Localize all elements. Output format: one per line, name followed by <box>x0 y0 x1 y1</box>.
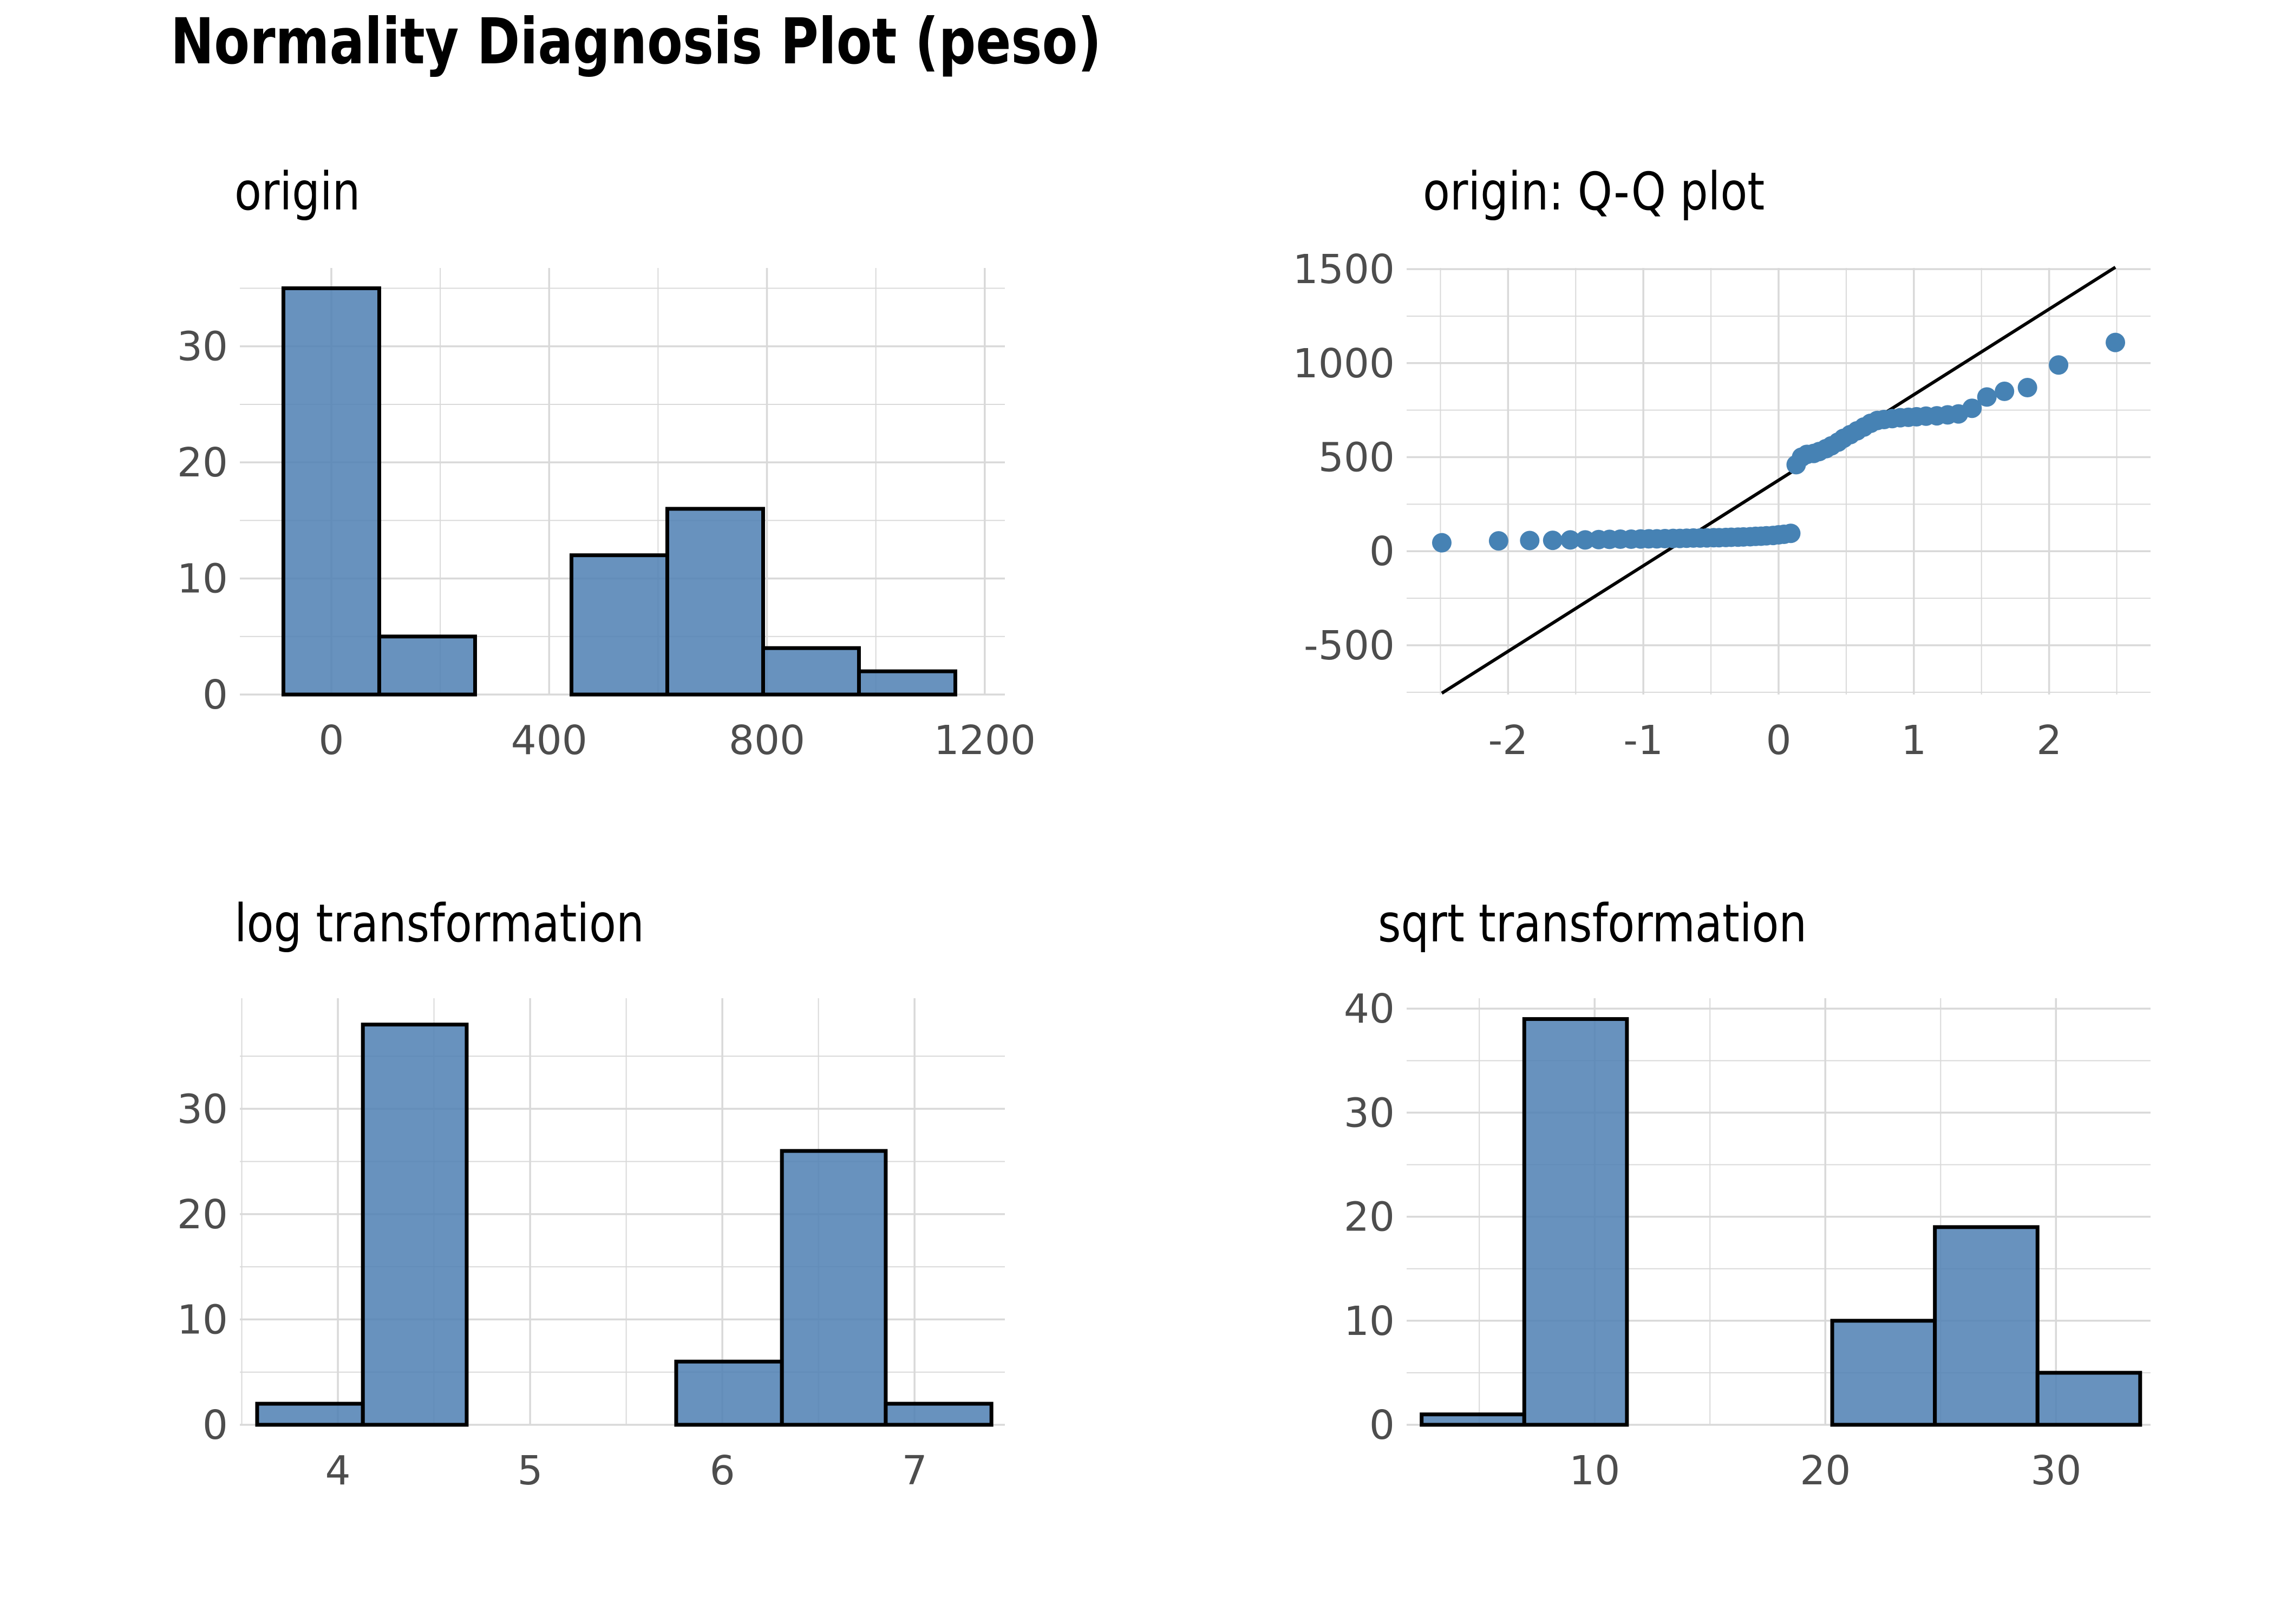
y-tick-label: 10 <box>177 1296 228 1343</box>
histogram-bar <box>857 669 957 697</box>
x-tick-label: 5 <box>518 1448 543 1494</box>
x-tick-label: 0 <box>1766 717 1791 764</box>
histogram-bar <box>361 1023 469 1427</box>
y-tick-label: 10 <box>1344 1298 1395 1345</box>
histogram-bar <box>377 634 477 697</box>
qq-point <box>1962 398 1982 418</box>
panel-title-log: log transformation <box>234 893 644 954</box>
y-tick-label: 0 <box>1369 1402 1395 1449</box>
histogram-bar <box>665 507 765 697</box>
panel-1: -2 -1 0 1 2 -500 0 500 1000 1500 <box>1293 246 2151 764</box>
qq-point <box>1432 533 1452 553</box>
y-tick-label: 40 <box>1344 986 1395 1032</box>
panel-title-sqrt: sqrt transformation <box>1378 893 1807 954</box>
histogram-bar <box>1830 1319 1937 1427</box>
qq-point <box>1995 381 2015 401</box>
x-tick-label: 30 <box>2030 1448 2081 1494</box>
y-tick-label: 1500 <box>1293 246 1395 293</box>
qq-point <box>1977 387 1997 407</box>
x-tick-label: 7 <box>902 1448 927 1494</box>
histogram-bar <box>255 1402 365 1427</box>
qq-point <box>1781 523 1801 543</box>
x-tick-label: 6 <box>710 1448 735 1494</box>
x-tick-label: -1 <box>1623 717 1663 764</box>
qq-point <box>1543 531 1563 551</box>
x-tick-label: 800 <box>729 717 805 764</box>
y-tick-label: -500 <box>1304 623 1395 669</box>
x-tick-label: 1200 <box>934 717 1036 764</box>
histogram-bar <box>884 1402 994 1427</box>
panel-2: 4 5 6 7 0 10 20 30 <box>177 998 1005 1494</box>
panel-0: 0 400 800 1200 0 10 20 30 <box>177 268 1036 764</box>
y-tick-label: 0 <box>202 1402 228 1449</box>
histogram-bar <box>1933 1225 2040 1427</box>
qq-point <box>1575 530 1595 550</box>
y-tick-label: 20 <box>177 440 228 486</box>
y-tick-label: 30 <box>177 324 228 370</box>
qq-point <box>2049 355 2069 375</box>
y-tick-label: 0 <box>1369 528 1395 575</box>
histogram-bar <box>761 646 861 697</box>
x-tick-label: -2 <box>1488 717 1528 764</box>
y-tick-label: 30 <box>177 1086 228 1132</box>
y-tick-label: 20 <box>177 1191 228 1238</box>
histogram-bar <box>2035 1371 2142 1427</box>
panel-title-origin: origin <box>234 161 361 222</box>
qq-point <box>1560 530 1580 550</box>
qq-point <box>1488 531 1508 551</box>
x-tick-label: 10 <box>1569 1448 1620 1494</box>
histogram-bar <box>780 1149 888 1427</box>
panel-title-qq: origin: Q-Q plot <box>1423 161 1765 222</box>
histogram-bar <box>281 286 381 697</box>
histogram-bar <box>674 1359 784 1427</box>
panel-3: 10 20 30 0 10 20 30 40 <box>1344 986 2151 1494</box>
y-tick-label: 500 <box>1318 435 1395 481</box>
x-tick-label: 2 <box>2036 717 2062 764</box>
qq-point <box>1520 531 1540 551</box>
qq-point <box>2106 332 2126 352</box>
qq-reference-line <box>1441 266 2116 695</box>
x-tick-label: 1 <box>1901 717 1926 764</box>
histogram-bar <box>1420 1412 1526 1427</box>
x-tick-label: 4 <box>325 1448 351 1494</box>
histogram-bar <box>569 553 669 697</box>
histogram-bar <box>1522 1017 1629 1427</box>
qq-point <box>2017 377 2037 397</box>
x-tick-label: 400 <box>511 717 587 764</box>
y-tick-label: 10 <box>177 556 228 603</box>
y-tick-label: 30 <box>1344 1090 1395 1136</box>
x-tick-label: 20 <box>1800 1448 1851 1494</box>
y-tick-label: 1000 <box>1293 340 1395 387</box>
page-title: Normality Diagnosis Plot (peso) <box>171 4 1102 78</box>
x-tick-label: 0 <box>318 717 344 764</box>
y-tick-label: 0 <box>202 672 228 718</box>
y-tick-label: 20 <box>1344 1194 1395 1241</box>
